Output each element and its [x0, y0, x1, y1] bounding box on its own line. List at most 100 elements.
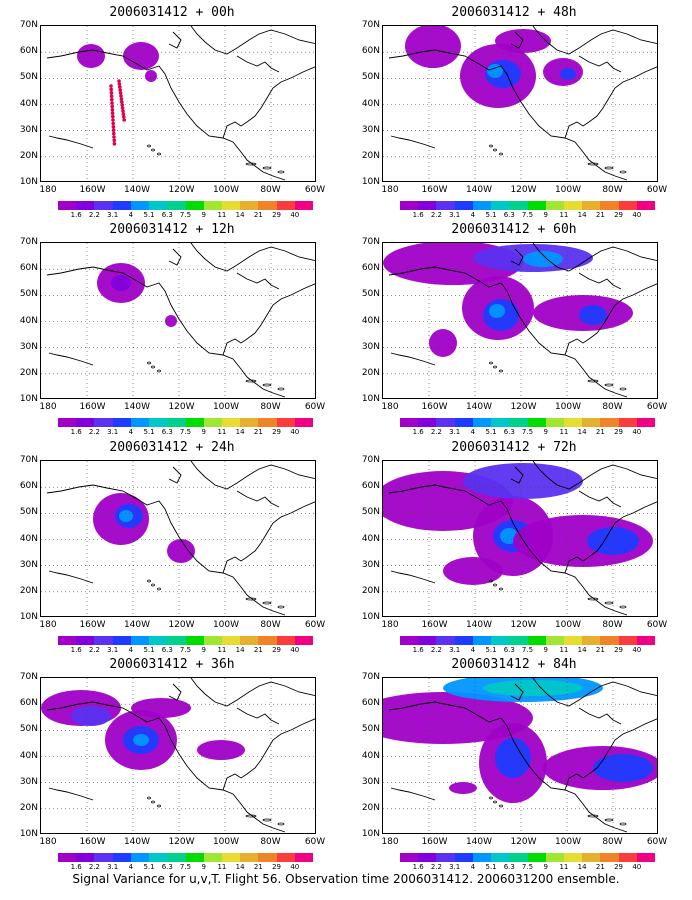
lon-tick-label: 120W	[168, 837, 195, 847]
variance-contour	[77, 44, 105, 68]
colorbar-label: 11	[217, 646, 227, 654]
colorbar-swatch	[203, 853, 222, 862]
colorbar	[400, 853, 656, 862]
coastline	[578, 707, 622, 725]
colorbar-label: 21	[595, 863, 605, 871]
lat-tick-label: 40N	[19, 750, 38, 761]
island	[262, 383, 272, 387]
colorbar-labels: 1.6 2.2 3.1 4 5.1 6.3 7.5 9 11 14 21 29 40	[58, 863, 313, 872]
island	[151, 148, 155, 152]
colorbar-label: 1.6	[412, 428, 424, 436]
colorbar-swatch	[221, 636, 241, 645]
coastline	[388, 484, 628, 616]
lat-tick-label: 10N	[19, 829, 38, 839]
colorbar-swatch	[185, 418, 204, 427]
lon-tick-label: 160W	[421, 620, 448, 630]
coastline	[222, 283, 315, 356]
colorbar-label: 14	[577, 428, 587, 436]
lon-tick-label: 160W	[421, 402, 448, 412]
colorbar-swatch	[112, 201, 131, 210]
lat-tick-label: 70N	[19, 237, 38, 247]
colorbar-swatch	[76, 201, 95, 210]
colorbar-label: 6.3	[503, 211, 515, 219]
colorbar-swatch	[436, 636, 455, 645]
colorbar-label: 6.3	[503, 646, 515, 654]
lon-tick-label: 140W	[465, 837, 493, 847]
variance-contour	[483, 680, 583, 696]
colorbar	[58, 201, 314, 210]
lon-tick-label: 180	[39, 402, 57, 412]
island	[499, 369, 503, 373]
coastline	[168, 248, 182, 266]
lon-tick-label: 140W	[465, 620, 493, 630]
colorbar-swatch	[185, 853, 204, 862]
colorbar-label: 6.3	[161, 428, 173, 436]
variance-contour	[463, 463, 583, 499]
colorbar-swatch	[94, 418, 113, 427]
colorbar-swatch	[491, 418, 510, 427]
panel-title: 2006031412 + 48h	[451, 5, 577, 20]
colorbar-label: 4	[128, 863, 134, 871]
observation-point	[110, 97, 114, 102]
colorbar-label: 9	[201, 428, 206, 436]
map-frame	[382, 25, 658, 182]
coastline	[190, 243, 315, 272]
island	[587, 379, 599, 383]
colorbar-label: 3.1	[449, 211, 461, 219]
observation-point	[122, 115, 126, 119]
island	[493, 583, 497, 587]
island	[147, 579, 151, 583]
colorbar-label: 6.3	[161, 211, 173, 219]
colorbar-swatch	[418, 853, 437, 862]
lat-tick-label: 70N	[361, 20, 380, 30]
coastline	[390, 352, 436, 366]
colorbar-swatch	[636, 201, 656, 210]
colorbar-label: 4	[470, 646, 476, 654]
panel-48h: 2006031412 + 48h 70N 60N 50N 40N 30N 20N 10N 18…	[344, 5, 684, 220]
colorbar-swatch	[240, 201, 259, 210]
colorbar-label: 5.1	[485, 646, 497, 654]
lat-tick-label: 30N	[19, 776, 38, 787]
colorbar-swatch	[563, 853, 583, 862]
lat-tick-label: 10N	[19, 177, 38, 187]
lon-tick-label: 160W	[421, 837, 448, 847]
island	[604, 383, 614, 387]
colorbar-swatch	[563, 636, 583, 645]
observation-point	[120, 103, 124, 107]
colorbar-label: 14	[577, 863, 587, 871]
colorbar-label: 4	[470, 863, 476, 871]
colorbar-swatch	[130, 636, 150, 645]
coastline	[222, 66, 315, 139]
coastline	[532, 461, 657, 490]
colorbar-label: 21	[595, 211, 605, 219]
colorbar	[400, 636, 656, 645]
panel-60h: 2006031412 + 60h 70N 60N 50N 40N 30N 20N 10N 18…	[344, 222, 684, 437]
variance-contour	[405, 26, 461, 68]
island	[147, 796, 151, 800]
island	[499, 804, 503, 808]
colorbar-swatch	[491, 201, 510, 210]
coastline	[222, 501, 315, 574]
colorbar-label: 6.3	[161, 646, 173, 654]
lon-tick-label: 140W	[123, 620, 151, 630]
variance-contour	[145, 70, 157, 82]
observation-point	[112, 138, 116, 143]
lat-tick-label: 40N	[19, 533, 38, 544]
colorbar-label: 29	[272, 646, 282, 654]
colorbar-swatch	[418, 201, 437, 210]
colorbar-swatch	[400, 201, 419, 210]
colorbar-label: 2.2	[430, 428, 442, 436]
island	[262, 601, 272, 605]
colorbar-swatch	[582, 418, 601, 427]
colorbar-swatch	[418, 418, 437, 427]
lat-tick-label: 20N	[19, 150, 38, 161]
island	[619, 387, 627, 391]
coastline	[46, 266, 286, 398]
colorbar-swatch	[618, 201, 637, 210]
colorbar-label: 2.2	[430, 211, 442, 219]
coastline	[168, 466, 182, 484]
lat-tick-label: 60N	[19, 263, 38, 274]
colorbar-swatch	[149, 636, 168, 645]
lon-tick-label: 80W	[602, 402, 623, 412]
colorbar-swatch	[149, 853, 168, 862]
